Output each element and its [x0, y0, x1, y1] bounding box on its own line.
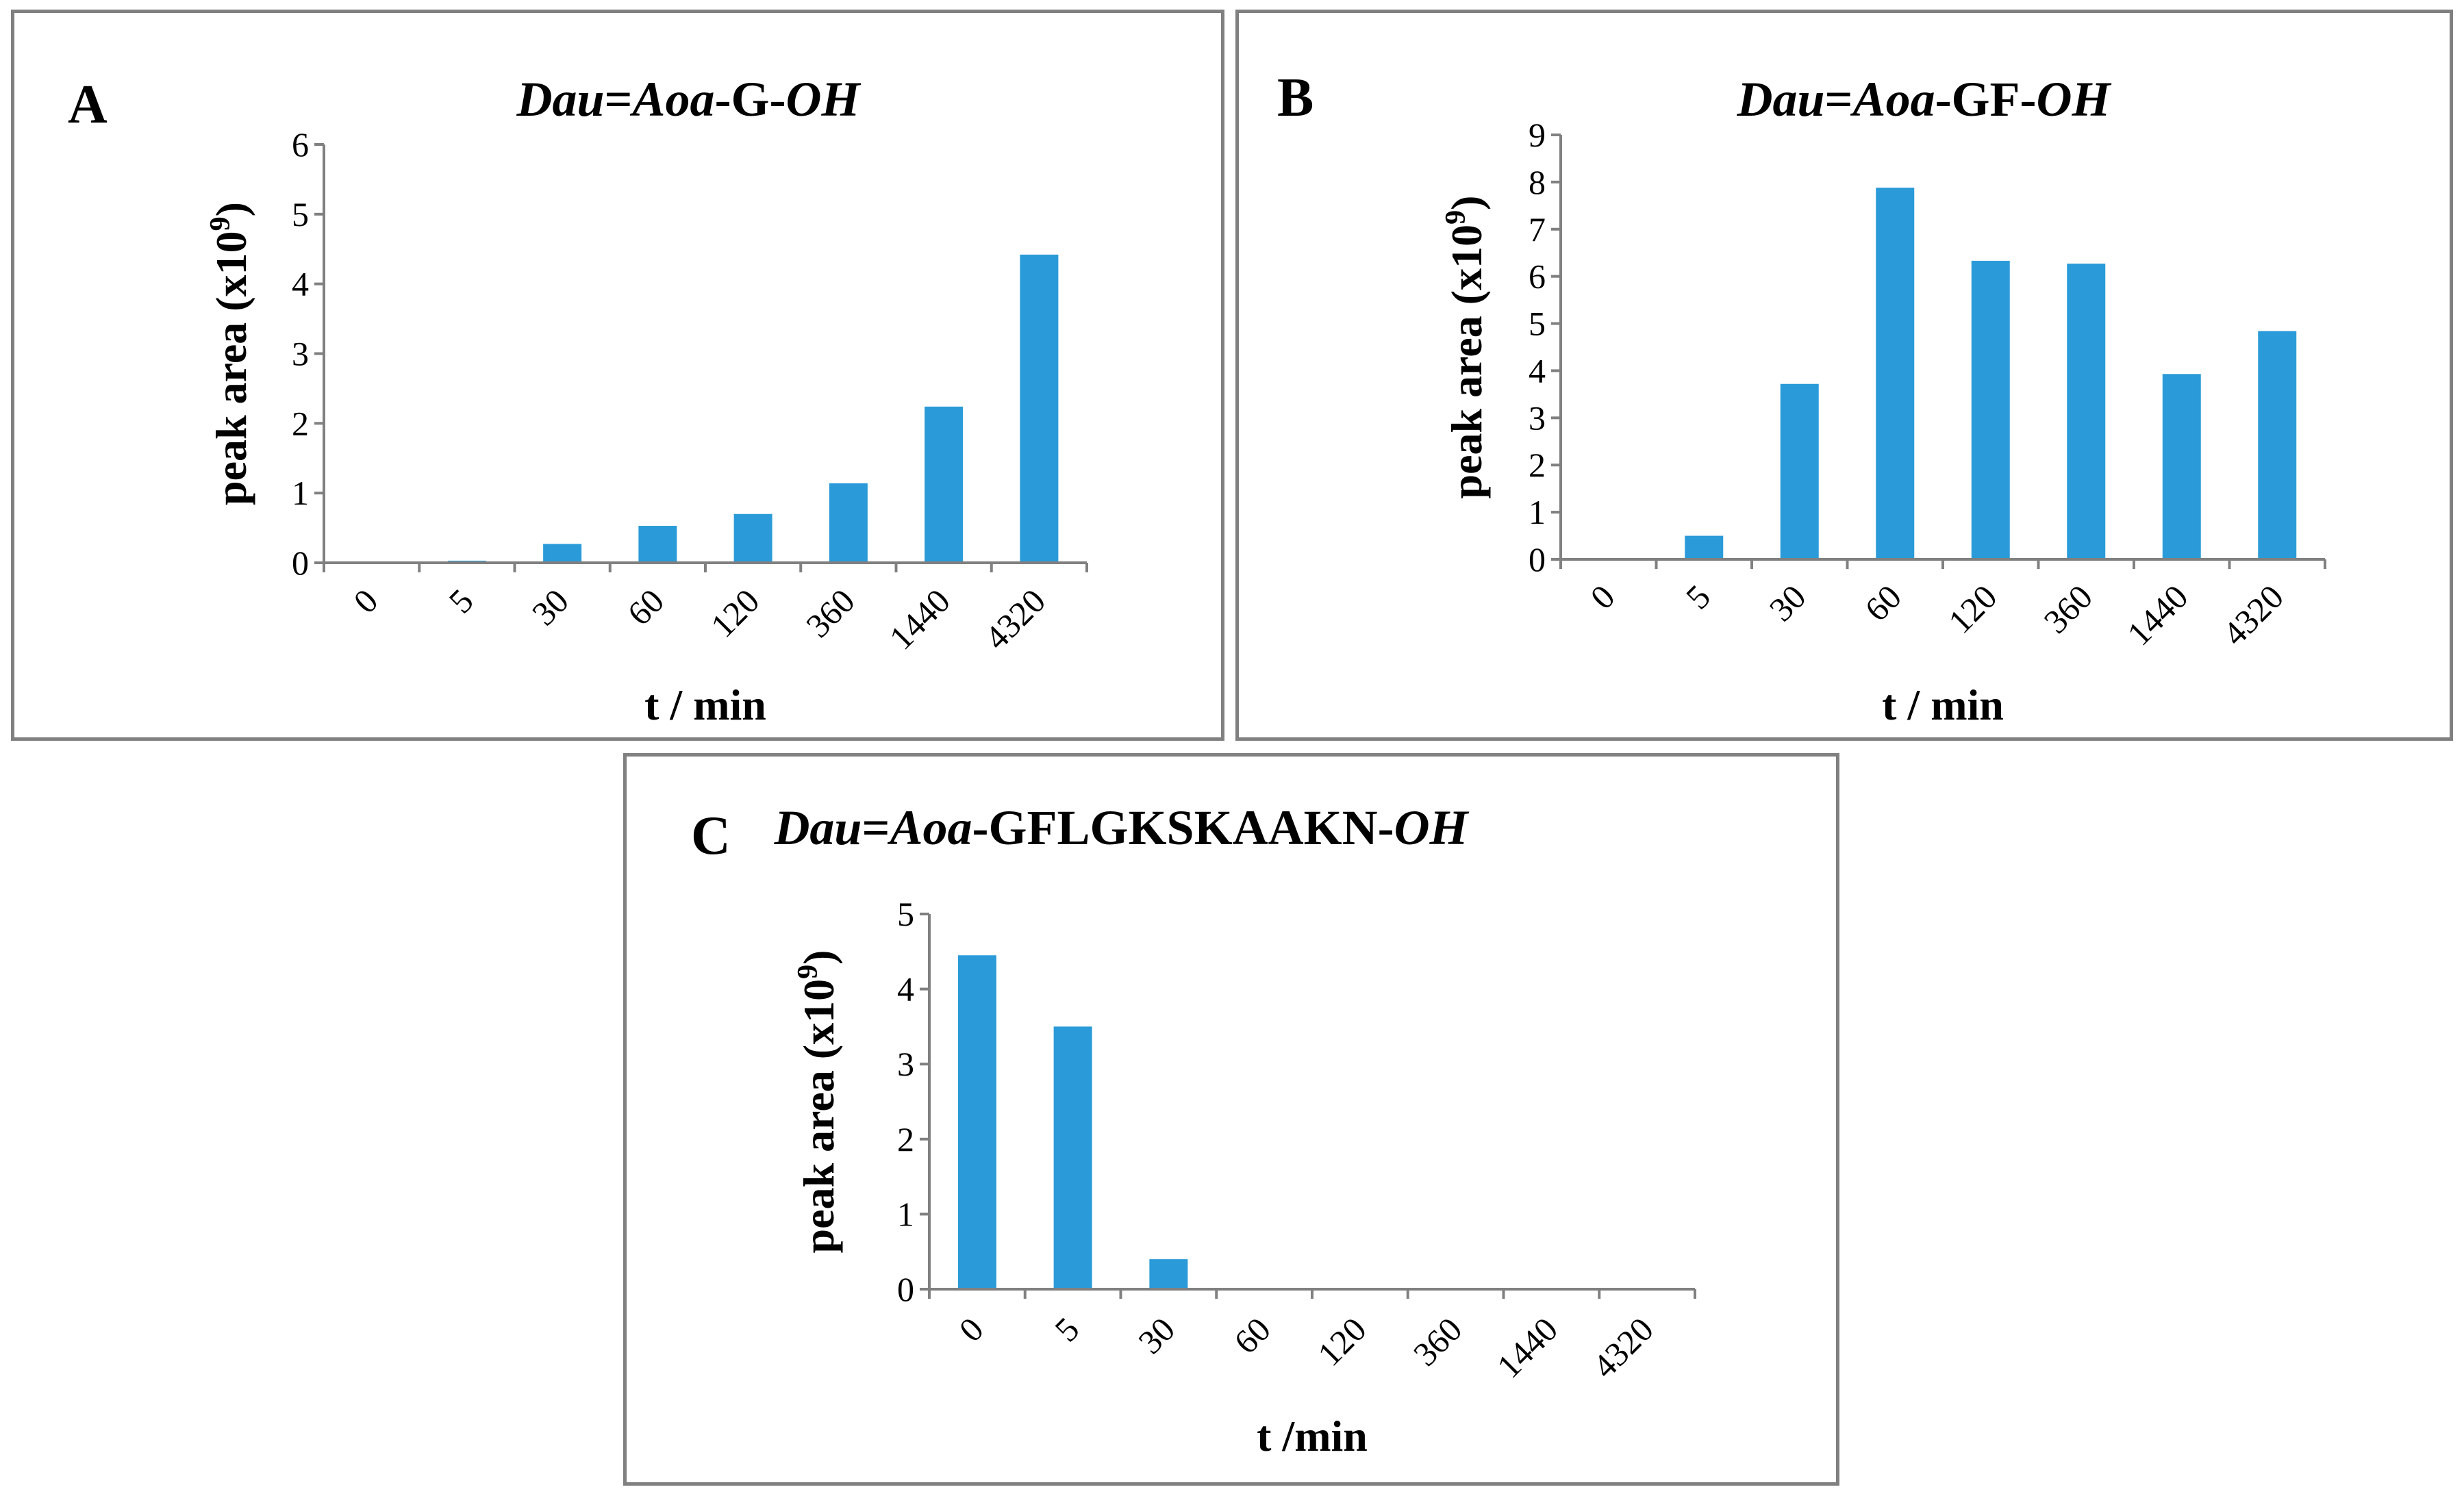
bar-b-360 [2067, 264, 2106, 559]
bar-c-30 [1149, 1259, 1188, 1289]
y-tick-label-b: 9 [1529, 116, 1546, 154]
bar-c-5 [1053, 1026, 1092, 1289]
x-tick-label-b: 30 [1762, 577, 1813, 629]
chart-panel-b: B Dau=Aoa-GF-OH 0 1 2 3 4 5 6 7 8 9 0 5 30 60 120 360 1440… [1235, 10, 2453, 741]
x-tick-label-c: 5 [1047, 1310, 1086, 1349]
y-tick-label-c: 0 [897, 1270, 914, 1308]
chart-c-svg: C Dau=Aoa-GFLGKSKAAKN-OH 0 1 2 3 4 5 0 5 30 60 120 36… [691, 800, 1696, 1460]
y-tick-label-c: 1 [897, 1195, 914, 1233]
chart-b-svg: B Dau=Aoa-GF-OH 0 1 2 3 4 5 6 7 8 9 0 5 30 60 120 360 1440… [1277, 68, 2326, 729]
y-tick-label-a: 2 [292, 404, 309, 442]
x-tick-label-a: 120 [703, 581, 767, 645]
bar-a-360 [829, 483, 868, 563]
y-tick-label-b: 3 [1529, 398, 1546, 437]
x-tick-label-a: 1440 [882, 581, 957, 657]
x-tick-label-b: 0 [1583, 577, 1622, 616]
y-tick-label-a: 4 [292, 265, 309, 303]
x-axis-title-c: t /min [1257, 1412, 1368, 1460]
y-tick-label-a: 0 [292, 544, 309, 582]
chart-title-c: Dau=Aoa-GFLGKSKAAKN-OH [773, 800, 1469, 855]
y-tick-label-b: 8 [1529, 163, 1546, 201]
y-tick-label-a: 1 [292, 474, 309, 512]
y-tick-label-a: 6 [292, 125, 309, 164]
y-axis-title-b: peak area (x109) [1440, 196, 1491, 499]
x-axis-title-b: t / min [1882, 681, 2004, 729]
panel-letter-c: C [691, 806, 731, 866]
bar-b-1440 [2162, 374, 2201, 559]
x-tick-label-c: 120 [1310, 1310, 1374, 1373]
bar-a-4320 [1020, 254, 1059, 563]
x-tick-label-c: 60 [1227, 1310, 1278, 1361]
x-tick-label-b: 360 [2036, 577, 2100, 641]
y-tick-label-b: 2 [1529, 446, 1546, 484]
x-tick-label-a: 0 [346, 581, 385, 620]
x-tick-label-a: 4320 [977, 581, 1053, 657]
y-axis-title-a: peak area (x109) [205, 202, 255, 505]
x-axis-title-a: t / min [644, 681, 766, 729]
x-tick-label-c: 0 [951, 1310, 990, 1349]
x-tick-label-b: 120 [1941, 577, 2004, 641]
bar-b-4320 [2258, 331, 2297, 559]
bar-c-0 [957, 955, 996, 1289]
x-tick-label-b: 60 [1857, 577, 1909, 629]
x-tick-label-a: 360 [799, 581, 862, 645]
x-tick-label-b: 5 [1679, 577, 1718, 616]
x-tick-label-c: 30 [1131, 1310, 1182, 1361]
y-tick-label-b: 4 [1529, 351, 1546, 390]
y-tick-label-b: 6 [1529, 257, 1546, 296]
bar-b-30 [1780, 383, 1819, 559]
chart-title-a: Dau=Aoa-G-OH [516, 72, 861, 127]
bar-b-120 [1971, 260, 2010, 559]
x-tick-label-a: 60 [620, 581, 671, 633]
chart-panel-c: C Dau=Aoa-GFLGKSKAAKN-OH 0 1 2 3 4 5 0 5 30 60 120 36… [623, 753, 1839, 1486]
panel-letter-a: A [68, 75, 108, 135]
y-tick-label-a: 5 [292, 195, 309, 233]
y-tick-label-c: 2 [897, 1120, 914, 1158]
x-tick-label-b: 1440 [2120, 577, 2195, 652]
y-tick-label-b: 7 [1529, 210, 1546, 249]
y-axis-title-c: peak area (x109) [792, 950, 843, 1254]
panel-letter-b: B [1277, 68, 1313, 128]
x-tick-label-c: 360 [1406, 1310, 1470, 1373]
bar-a-60 [638, 526, 677, 563]
x-tick-label-c: 1440 [1489, 1310, 1565, 1385]
chart-title-b: Dau=Aoa-GF-OH [1736, 72, 2111, 127]
y-tick-label-c: 3 [897, 1045, 914, 1083]
y-tick-label-b: 0 [1529, 540, 1546, 579]
bar-a-30 [543, 544, 582, 563]
chart-panel-a: A Dau=Aoa-G-OH 0 1 2 3 4 5 6 0 5 30 60 120 360 1440 4320… [11, 10, 1224, 741]
y-tick-label-a: 3 [292, 335, 309, 373]
bar-b-5 [1685, 535, 1724, 559]
y-tick-label-c: 5 [897, 895, 914, 933]
x-tick-label-a: 30 [525, 581, 576, 633]
x-tick-label-a: 5 [441, 581, 480, 620]
x-tick-label-c: 4320 [1585, 1310, 1661, 1385]
bar-b-60 [1876, 188, 1915, 560]
bar-a-1440 [925, 406, 964, 563]
y-tick-label-b: 1 [1529, 493, 1546, 531]
y-tick-label-b: 5 [1529, 305, 1546, 343]
x-tick-label-b: 4320 [2215, 577, 2291, 652]
bar-a-120 [733, 513, 772, 563]
y-tick-label-c: 4 [897, 970, 914, 1008]
